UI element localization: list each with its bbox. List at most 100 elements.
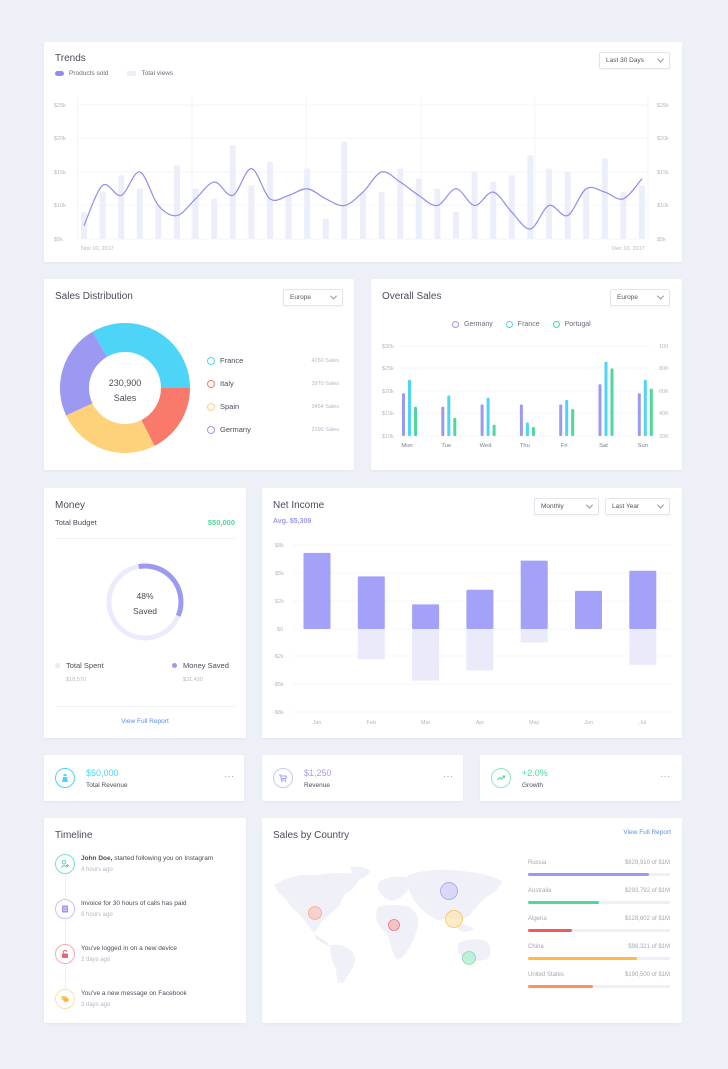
divider — [55, 538, 235, 539]
products-sold-line — [83, 168, 643, 230]
kpi-label: Revenue — [304, 782, 331, 789]
spain-ring-icon — [207, 402, 215, 411]
total-views-bars — [81, 141, 645, 239]
timeline-text: started following you on Instagram — [112, 855, 214, 862]
y-tick: $5k — [54, 237, 63, 243]
kpi-value: $1,250 — [304, 768, 332, 778]
money-view-report-link[interactable]: View Full Report — [121, 718, 169, 725]
svg-text:$8k: $8k — [275, 543, 284, 549]
timeline-title: Timeline — [55, 830, 93, 841]
trends-chart: $25k $20k $15k $10k $5k $25k $20k $15k $… — [54, 97, 669, 252]
more-options-button[interactable]: ··· — [224, 771, 235, 781]
sales-count: 3970 Sales — [311, 380, 339, 387]
more-options-button[interactable]: ··· — [660, 771, 671, 781]
italy-ring-icon — [207, 379, 215, 388]
overall-sales-region-select[interactable]: Europe — [610, 289, 670, 306]
country-row-united-states: United States $190,500 of $1M — [528, 972, 670, 1000]
svg-text:$2k: $2k — [275, 599, 284, 605]
svg-text:Sun: Sun — [638, 443, 648, 449]
svg-text:Tue: Tue — [441, 443, 451, 449]
year-select[interactable]: Last Year — [605, 498, 670, 515]
timeline-item: Invoice for 30 hours of calls has paid 8… — [44, 899, 246, 935]
period-value: Monthly — [541, 503, 564, 510]
region-value: Europe — [617, 294, 638, 301]
y-tick-right: $20k — [657, 136, 669, 142]
legend-total-views: Total views — [141, 70, 174, 77]
x-end-label: Dec 10, 2017 — [612, 246, 645, 252]
russia-marker — [440, 882, 458, 900]
legend-products-sold: Products sold — [69, 70, 109, 77]
spent-value: $18,570 — [66, 677, 86, 683]
sales-distribution-region-select[interactable]: Europe — [283, 289, 343, 306]
saved-percent: 48% — [136, 591, 153, 601]
sales-by-country-title: Sales by Country — [273, 830, 350, 841]
y-tick-right: $15k — [657, 170, 669, 176]
sales-count: 4260 Sales — [311, 357, 339, 364]
y-tick: $10k — [54, 203, 66, 209]
total-budget-label: Total Budget — [55, 518, 97, 527]
timeline-time: 8 hours ago — [81, 912, 113, 918]
timeline-item: John Doe, started following you on Insta… — [44, 854, 246, 890]
timeline-time: 2 days ago — [81, 957, 111, 963]
net-income-avg: Avg. $5,309 — [273, 518, 312, 525]
germany-ring-icon — [452, 321, 459, 328]
kpi-label: Total Revenue — [86, 782, 128, 789]
usa-marker — [308, 906, 322, 920]
timeline-time: 4 hours ago — [81, 867, 113, 873]
country-name: Germany — [220, 425, 251, 434]
timeline-time: 3 days ago — [81, 1002, 111, 1008]
sales-distribution-card: Sales Distribution Europe 230,900 Sales … — [44, 279, 354, 470]
trends-range-select[interactable]: Last 30 Days — [599, 52, 670, 69]
message-icon — [55, 989, 75, 1009]
svg-text:-$5k: -$5k — [273, 682, 284, 688]
more-options-button[interactable]: ··· — [443, 771, 454, 781]
lock-icon — [55, 944, 75, 964]
svg-text:$30k: $30k — [382, 344, 394, 350]
progress-bar — [528, 957, 638, 960]
svg-text:Mar: Mar — [421, 720, 431, 726]
country-name: Italy — [220, 379, 234, 388]
svg-text:Sat: Sat — [599, 443, 608, 449]
legend-row-italy: Italy 3970 Sales — [207, 372, 339, 395]
saved-value: $31,430 — [183, 677, 203, 683]
y-tick-right: $5k — [657, 237, 666, 243]
donut-center-label: Sales — [114, 393, 137, 403]
kpi-growth: +2.0% Growth ··· — [480, 755, 682, 801]
period-select[interactable]: Monthly — [534, 498, 599, 515]
country-list: Russia $829,910 of $1M Australia $293,79… — [528, 860, 670, 1000]
user-add-icon — [55, 854, 75, 874]
svg-text:-$2k: -$2k — [273, 654, 284, 660]
overall-sales-legend: Germany France Portugal — [452, 321, 591, 328]
france-ring-icon — [207, 356, 215, 365]
timeline-item: You've a new message on Facebook 3 days … — [44, 989, 246, 1025]
total-spent: Total Spent $18,570 — [55, 661, 104, 683]
svg-text:80K: 80K — [659, 366, 669, 372]
timeline-text: You've logged in on a new device — [81, 945, 178, 952]
progress-bar — [528, 873, 649, 876]
trends-legend: Products sold Total views — [55, 70, 173, 77]
china-marker — [445, 910, 463, 928]
trends-range-value: Last 30 Days — [606, 57, 644, 64]
svg-text:May: May — [529, 720, 540, 726]
svg-text:$10k: $10k — [382, 434, 394, 440]
legend-products-sold-swatch — [55, 71, 64, 76]
sales-distribution-legend: France 4260 Sales Italy 3970 Sales Spain… — [207, 349, 339, 441]
kpi-value: +2.0% — [522, 768, 548, 778]
legend-total-views-swatch — [127, 71, 137, 76]
trends-card: Trends Products sold Total views Last 30… — [44, 42, 682, 262]
saved-dot-icon — [172, 663, 177, 668]
country-row-australia: Australia $293,792 of $1M — [528, 888, 670, 916]
svg-text:Mon: Mon — [401, 443, 412, 449]
svg-text:100: 100 — [659, 344, 668, 350]
sales-by-country-report-link[interactable]: View Full Report — [623, 829, 671, 836]
germany-ring-icon — [207, 425, 215, 434]
timeline-text: You've a new message on Facebook — [81, 990, 187, 997]
net-income-title: Net Income — [273, 500, 325, 511]
money-title: Money — [55, 500, 86, 511]
svg-text:40K: 40K — [659, 411, 669, 417]
svg-text:60K: 60K — [659, 389, 669, 395]
svg-text:$15k: $15k — [382, 411, 394, 417]
x-start-label: Nov 10, 2017 — [81, 246, 114, 252]
y-tick: $20k — [54, 136, 66, 142]
svg-text:Jun: Jun — [584, 720, 593, 726]
